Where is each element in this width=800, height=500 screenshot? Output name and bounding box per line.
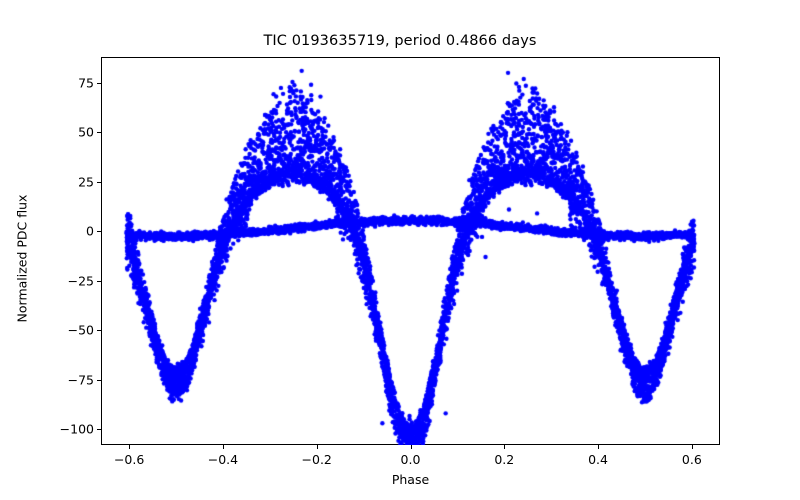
x-tick-label: −0.4 [207,452,239,467]
chart-title: TIC 0193635719, period 0.4866 days [263,33,537,49]
y-tick-label: 25 [78,174,94,190]
x-tick-mark [129,445,131,449]
y-tick-mark [97,181,101,183]
y-tick-label: −75 [67,372,94,388]
y-tick-mark [97,330,101,332]
x-tick-mark [222,445,225,449]
y-tick-label: −50 [67,322,94,338]
y-tick-label: 75 [78,75,94,91]
y-tick-mark [97,82,101,84]
x-tick-label: 0.4 [588,452,608,467]
x-tick-label: −0.6 [113,452,145,467]
y-tick-mark [97,231,101,233]
x-tick-mark [316,445,318,449]
scatter-data-layer [101,57,720,445]
y-tick-mark [97,280,101,282]
y-tick-label: −25 [67,273,94,289]
x-tick-label: 0.0 [400,452,421,467]
y-tick-label: 50 [78,124,94,140]
x-tick-mark [598,445,600,449]
y-tick-label: −100 [59,421,94,437]
x-axis-label: Phase [391,472,430,487]
x-tick-mark [504,445,506,449]
x-tick-mark [410,445,412,449]
x-tick-label: 0.6 [681,452,702,467]
y-tick-label: 0 [86,223,94,239]
y-tick-mark [97,429,101,431]
y-tick-mark [97,132,101,134]
y-tick-mark [97,379,101,381]
x-tick-label: 0.2 [494,452,515,467]
y-axis-label: Normalized PDC flux [14,194,30,323]
x-tick-mark [691,445,693,449]
x-tick-label: −0.2 [301,452,332,467]
